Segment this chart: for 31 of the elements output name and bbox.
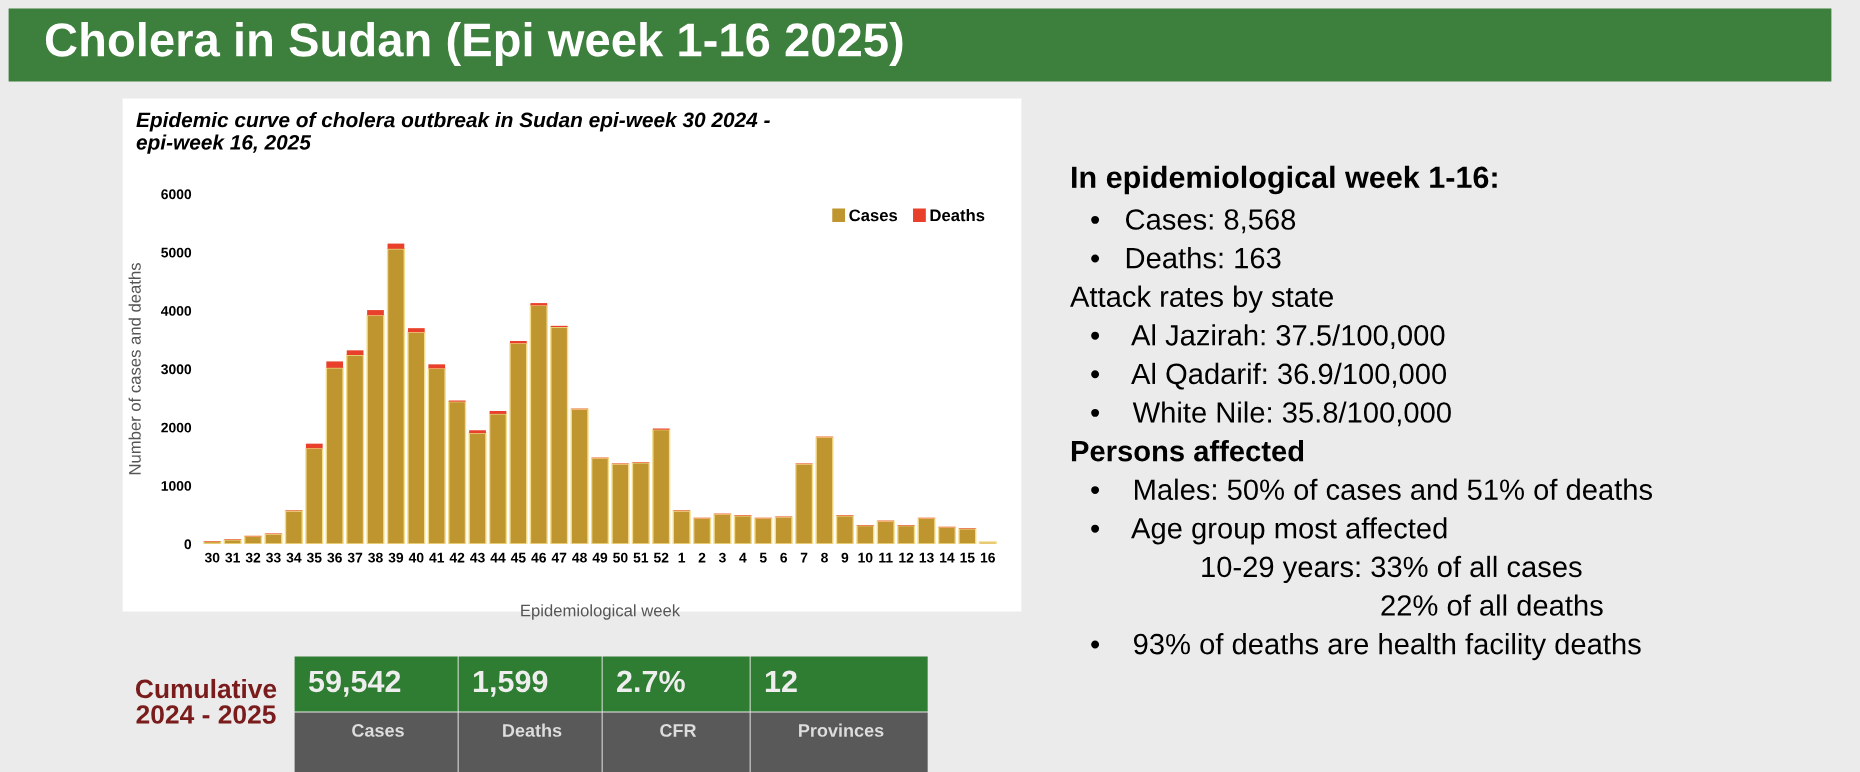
text: • Males: 50% of cases and 51% of deaths (1091, 478, 1653, 501)
text: Attack rates by state (1070, 285, 1333, 313)
text: 1,599 (473, 670, 548, 697)
x-axis-title: Epidemiological week (521, 604, 681, 620)
chart-title: Cholera in Sudan (Epi week 1-16 2025) (45, 21, 903, 67)
chart-subtitle: Epidemic curve of cholera outbreak in Sudan epi-week 30 2024 - epi-week 16, 2025 (136, 112, 770, 154)
text: Provinces (799, 723, 884, 737)
text: • 93% of deaths are health facility deaths (1091, 633, 1641, 661)
legend-label: Deaths (930, 209, 985, 222)
text: 10-29 years: 33% of all cases (1202, 555, 1582, 583)
text: • White Nile: 35.8/100,000 (1091, 401, 1451, 427)
text: • Age group most affected (1091, 517, 1447, 545)
text: Cases (352, 724, 404, 737)
text: In epidemiological week 1-16: (1072, 165, 1497, 195)
text: • Cases: 8,568 (1091, 209, 1296, 234)
text: • Deaths: 163 (1091, 247, 1281, 269)
bar (387, 243, 405, 249)
text: 12 (765, 670, 797, 692)
text: • Al Qadarif: 36.9/100,000 (1091, 362, 1447, 390)
legend-label: Cases (849, 209, 898, 222)
text: 2.7% (617, 670, 685, 693)
bar (326, 361, 344, 368)
text: • Al Jazirah: 37.5/100,000 (1091, 324, 1445, 350)
text: CFR (660, 724, 697, 737)
text: 22% of all deaths (1381, 594, 1603, 616)
bar (367, 310, 384, 316)
text: Cumulative 2024 - 2025 (135, 678, 277, 724)
text: Persons affected (1071, 440, 1304, 462)
text: 59,542 (308, 670, 401, 697)
text: Deaths (503, 723, 562, 737)
y-axis-title: Number of cases and deaths (128, 263, 141, 475)
